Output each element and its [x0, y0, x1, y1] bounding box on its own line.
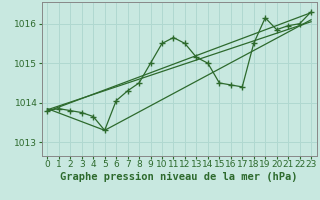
X-axis label: Graphe pression niveau de la mer (hPa): Graphe pression niveau de la mer (hPa)	[60, 172, 298, 182]
